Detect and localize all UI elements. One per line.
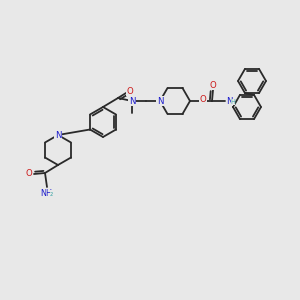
Text: O: O xyxy=(127,86,134,95)
Text: H: H xyxy=(230,98,236,104)
Text: O: O xyxy=(210,80,216,89)
Text: O: O xyxy=(200,95,206,104)
Text: N: N xyxy=(157,97,163,106)
Text: ₂: ₂ xyxy=(50,190,53,199)
Text: O: O xyxy=(26,169,32,178)
Text: NH: NH xyxy=(40,190,52,199)
Text: N: N xyxy=(129,97,135,106)
Text: N: N xyxy=(55,130,61,140)
Text: N: N xyxy=(226,97,232,106)
